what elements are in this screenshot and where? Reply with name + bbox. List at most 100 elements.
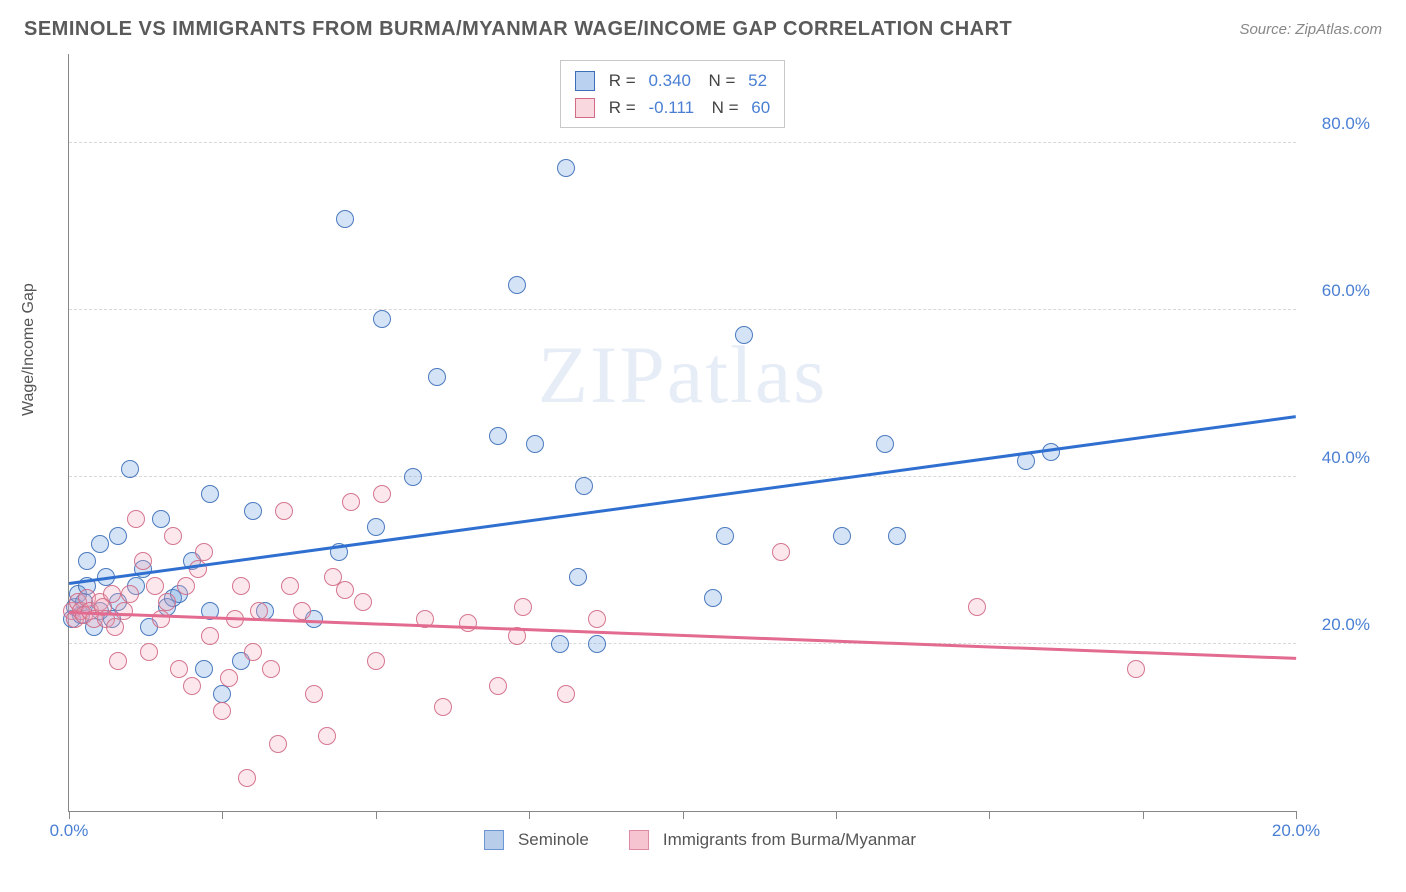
data-point [127, 510, 145, 528]
data-point [106, 618, 124, 636]
data-point [1127, 660, 1145, 678]
x-tick [69, 811, 70, 819]
data-point [158, 593, 176, 611]
stats-row: R = 0.340 N = 52 [575, 67, 770, 94]
data-point [275, 502, 293, 520]
data-point [201, 627, 219, 645]
data-point [336, 581, 354, 599]
data-point [489, 677, 507, 695]
x-tick [529, 811, 530, 819]
data-point [146, 577, 164, 595]
data-point [232, 577, 250, 595]
data-point [459, 614, 477, 632]
y-tick-label: 80.0% [1322, 114, 1370, 134]
y-tick-label: 60.0% [1322, 281, 1370, 301]
data-point [569, 568, 587, 586]
data-point [367, 652, 385, 670]
x-tick [222, 811, 223, 819]
stat-r-value: 0.340 [648, 67, 691, 94]
data-point [305, 685, 323, 703]
data-point [526, 435, 544, 453]
data-point [716, 527, 734, 545]
data-point [575, 477, 593, 495]
data-point [183, 677, 201, 695]
stat-r-label: R = [609, 94, 641, 121]
data-point [588, 610, 606, 628]
data-point [735, 326, 753, 344]
data-point [318, 727, 336, 745]
data-point [213, 702, 231, 720]
data-point [78, 552, 96, 570]
data-point [514, 598, 532, 616]
watermark: ZIPatlas [538, 328, 827, 422]
data-point [404, 468, 422, 486]
data-point [888, 527, 906, 545]
y-tick-label: 40.0% [1322, 448, 1370, 468]
data-point [508, 276, 526, 294]
data-point [876, 435, 894, 453]
x-tick [1143, 811, 1144, 819]
data-point [109, 652, 127, 670]
data-point [238, 769, 256, 787]
gridline [69, 142, 1296, 143]
gridline [69, 309, 1296, 310]
stats-legend-box: R = 0.340 N = 52R = -0.111 N = 60 [560, 60, 785, 128]
x-tick [376, 811, 377, 819]
y-tick-label: 20.0% [1322, 615, 1370, 635]
x-tick [989, 811, 990, 819]
stat-n-value: 52 [748, 67, 767, 94]
legend-swatch [575, 98, 595, 118]
data-point [557, 685, 575, 703]
data-point [293, 602, 311, 620]
data-point [772, 543, 790, 561]
data-point [434, 698, 452, 716]
y-axis-label: Wage/Income Gap [20, 283, 38, 416]
data-point [201, 485, 219, 503]
x-tick [1296, 811, 1297, 819]
stat-r-value: -0.111 [648, 94, 694, 121]
stat-r-label: R = [609, 67, 641, 94]
chart-container: Wage/Income Gap ZIPatlas R = 0.340 N = 5… [24, 50, 1376, 862]
gridline [69, 476, 1296, 477]
data-point [177, 577, 195, 595]
data-point [244, 643, 262, 661]
data-point [134, 552, 152, 570]
stat-n-label: N = [702, 94, 743, 121]
data-point [164, 527, 182, 545]
data-point [195, 660, 213, 678]
data-point [152, 510, 170, 528]
data-point [244, 502, 262, 520]
legend-item: Immigrants from Burma/Myanmar [629, 830, 916, 850]
data-point [968, 598, 986, 616]
source-label: Source: ZipAtlas.com [1239, 21, 1382, 38]
legend-swatch [575, 71, 595, 91]
stat-n-label: N = [699, 67, 740, 94]
trend-line [69, 415, 1296, 584]
data-point [704, 589, 722, 607]
data-point [195, 543, 213, 561]
legend-label: Seminole [518, 830, 589, 850]
data-point [281, 577, 299, 595]
data-point [121, 460, 139, 478]
data-point [367, 518, 385, 536]
data-point [336, 210, 354, 228]
data-point [489, 427, 507, 445]
data-point [1042, 443, 1060, 461]
stats-row: R = -0.111 N = 60 [575, 94, 770, 121]
data-point [354, 593, 372, 611]
data-point [109, 527, 127, 545]
x-tick [683, 811, 684, 819]
data-point [588, 635, 606, 653]
chart-title: SEMINOLE VS IMMIGRANTS FROM BURMA/MYANMA… [24, 18, 1012, 41]
legend-swatch [484, 830, 504, 850]
data-point [373, 485, 391, 503]
data-point [140, 643, 158, 661]
data-point [91, 535, 109, 553]
data-point [428, 368, 446, 386]
data-point [342, 493, 360, 511]
plot-area: ZIPatlas R = 0.340 N = 52R = -0.111 N = … [68, 60, 1296, 812]
legend-swatch [629, 830, 649, 850]
bottom-legend: Seminole Immigrants from Burma/Myanmar [24, 830, 1376, 850]
data-point [103, 585, 121, 603]
data-point [269, 735, 287, 753]
